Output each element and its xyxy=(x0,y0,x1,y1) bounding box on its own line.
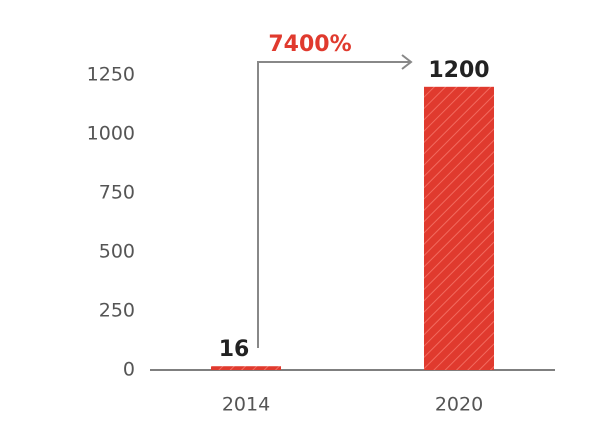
y-tick-label: 0 xyxy=(123,359,135,381)
value-label: 1200 xyxy=(428,58,489,83)
bar xyxy=(424,86,494,371)
x-tick-label: 2020 xyxy=(435,394,483,416)
y-tick-label: 750 xyxy=(99,182,135,204)
y-tick-label: 1000 xyxy=(87,123,135,145)
y-tick-label: 1250 xyxy=(87,64,135,86)
y-tick-label: 500 xyxy=(99,241,135,263)
bar xyxy=(211,366,281,370)
growth-arrow xyxy=(257,54,413,348)
annotation: 7400% xyxy=(268,32,351,57)
x-tick-label: 2014 xyxy=(222,394,270,416)
y-tick-label: 250 xyxy=(99,300,135,322)
value-label: 16 xyxy=(219,337,250,362)
